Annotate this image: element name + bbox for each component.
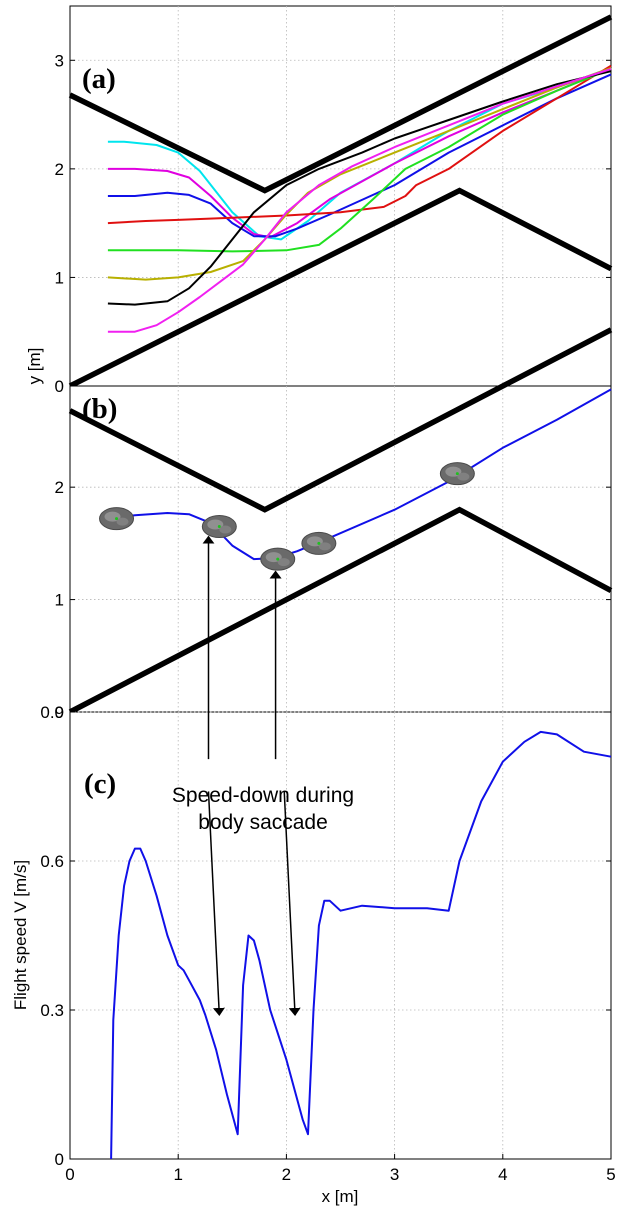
fly-snapshot [99,507,135,531]
panel-c-grid [70,711,611,1159]
series-line [110,730,612,1160]
panel-a: 0 1 2 3 (a) y [m] [25,5,613,396]
panel-a-series [107,64,612,333]
panel-c-xticks: 0 1 2 3 4 5 [65,1154,616,1184]
fly-snapshot [439,462,475,486]
xtick-label: 5 [606,1165,615,1184]
panel-c-label: (c) [84,768,116,800]
xtick-label: 1 [173,1165,182,1184]
wall-line [68,14,613,194]
ytick-label: 1 [55,591,64,610]
series-line [107,70,612,306]
ytick-label: 0 [55,377,64,396]
series-line [107,64,612,225]
wall-line [68,327,613,513]
panel-a-label: (a) [82,63,116,95]
fly-snapshot [201,515,237,539]
panel-c-series [110,730,612,1160]
panel-a-ylabel: y [m] [25,348,44,385]
annotation-line-1: Speed-down during [172,784,354,807]
panel-c-ylabel: Flight speed V [m/s] [11,860,30,1010]
fly-snapshot [301,531,337,555]
ytick-label: 0 [55,1150,64,1169]
xtick-label: 0 [65,1165,74,1184]
ytick-label: 2 [55,478,64,497]
panel-a-frame [69,5,612,387]
xtick-label: 4 [498,1165,507,1184]
panel-c-yticks: 0 0.3 0.6 0.9 [40,703,611,1169]
ytick-label: 1 [55,268,64,287]
series-line [107,66,612,239]
annotation-arrow [283,791,301,1016]
panel-b: 0 1 2 (b) [55,327,613,722]
xtick-label: 3 [390,1165,399,1184]
panel-a-grid [70,6,611,386]
annotation-arrow [207,791,225,1016]
ytick-label: 2 [55,160,64,179]
fly-snapshot [260,547,296,571]
cross-panel-arrows [202,535,282,760]
wall-line [68,506,613,715]
series-line [107,66,612,241]
annotation-arrows [207,791,301,1016]
ytick-label: 0.6 [40,852,64,871]
series-line [107,68,612,333]
panel-b-walls [68,327,613,715]
panel-c-frame [69,711,612,1160]
panel-a-walls [68,14,613,389]
ytick-label: 0.9 [40,703,64,722]
wall-line [68,187,613,389]
ytick-label: 0 [55,703,64,722]
annotation-line-2: body saccade [198,811,328,834]
panel-c-xlabel: x [m] [322,1187,359,1206]
series-line [107,68,612,253]
ytick-label: 3 [55,51,64,70]
panel-a-yticks: 0 1 2 3 [55,51,611,396]
panel-b-fly-snapshots [99,462,475,571]
series-line [107,73,612,238]
panel-b-label: (b) [82,393,117,425]
panel-b-frame [69,385,612,713]
ytick-label: 0.3 [40,1001,64,1020]
xtick-label: 2 [282,1165,291,1184]
